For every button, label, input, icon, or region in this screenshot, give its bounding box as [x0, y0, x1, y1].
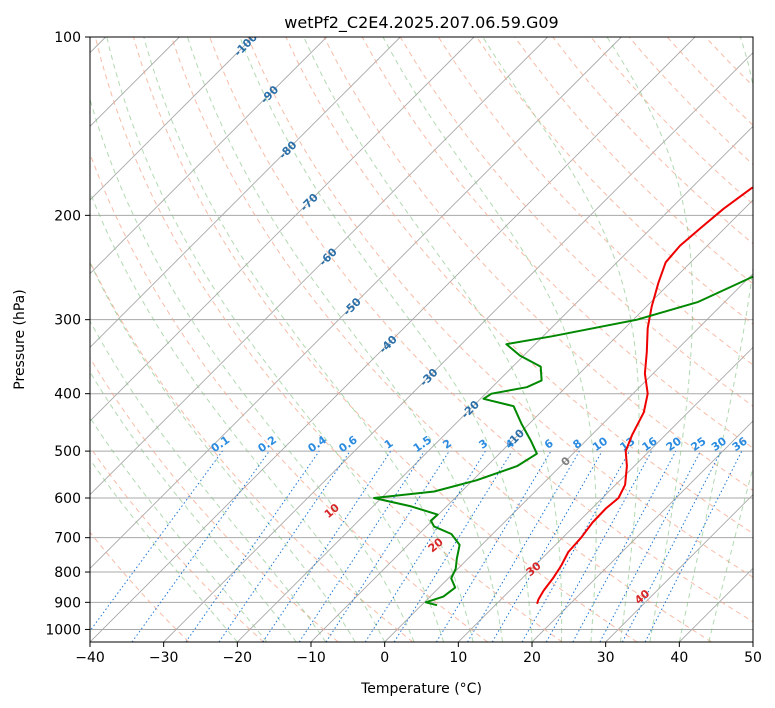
dry-adiabat-line [361, 37, 753, 449]
y-axis-label: Pressure (hPa) [12, 289, 28, 389]
dry-adiabat-line [209, 37, 753, 623]
x-tick-label: 10 [449, 650, 467, 666]
moist-adiabat-line [239, 37, 533, 642]
moist-adiabat-line [106, 37, 445, 642]
moist-adiabat-line [382, 37, 597, 642]
moist-adiabat-line [90, 261, 356, 642]
moist-adiabat-line [90, 416, 268, 642]
plot-frame [89, 36, 754, 643]
y-tick-label: 100 [54, 30, 81, 46]
mixing-ratio-line [364, 450, 486, 642]
x-tick-label: 20 [523, 650, 541, 666]
isotherm-line [531, 420, 753, 642]
moist-adiabat-line [187, 37, 503, 642]
mixing-ratio-line [325, 450, 450, 642]
dry-adiabat-line [90, 356, 339, 642]
isotherm-line [605, 494, 753, 642]
moist-adiabat-line [90, 190, 386, 642]
mixing-ratio-line [467, 450, 580, 642]
chart-title: wetPf2_C2E4.2025.207.06.59.G09 [284, 13, 558, 33]
isotherm-line [90, 37, 254, 201]
mixing-ratio-line [491, 450, 603, 642]
moist-adiabat-line [90, 97, 415, 642]
y-tick-label: 200 [54, 208, 81, 224]
moist-adiabat-line [143, 37, 474, 642]
moist-adiabat-line [606, 37, 694, 642]
x-tick-label: 40 [670, 650, 688, 666]
y-tick-label: 300 [54, 313, 81, 329]
dry-adiabat-line [94, 37, 563, 642]
x-axis-label: Temperature (°C) [360, 681, 482, 697]
dry-adiabat-line [132, 37, 638, 642]
isotherm-line [458, 346, 753, 642]
y-tick-label: 900 [54, 595, 81, 611]
x-tick-label: 0 [380, 650, 389, 666]
x-tick-label: −10 [296, 650, 326, 666]
dry-adiabat-line [399, 37, 753, 407]
isotherm-line [237, 125, 753, 642]
x-tick-label: −40 [75, 650, 105, 666]
moist-adiabat-line [90, 458, 238, 642]
mixing-ratio-line [218, 450, 351, 642]
x-tick-label: 30 [597, 650, 615, 666]
isotherm-line [384, 273, 753, 642]
y-tick-label: 1000 [45, 622, 81, 638]
isotherm-line [90, 37, 622, 569]
y-tick-label: 400 [54, 387, 81, 403]
y-tick-label: 700 [54, 531, 81, 547]
mixing-ratio-line [572, 450, 677, 642]
dry-adiabat-line [247, 37, 753, 578]
dry-adiabat-line [90, 152, 488, 642]
dry-adiabat-line [90, 260, 414, 642]
isotherm-line [163, 52, 753, 642]
mixing-ratio-line [393, 450, 513, 642]
moist-adiabat-line [303, 37, 563, 642]
x-tick-label: −30 [149, 650, 179, 666]
x-tick-label: −20 [223, 650, 253, 666]
mixing-ratio-line [435, 450, 552, 642]
moist-adiabat-line [482, 37, 640, 642]
y-tick-label: 600 [54, 491, 81, 507]
isotherm-line [90, 37, 401, 348]
y-tick-label: 800 [54, 565, 81, 581]
mixing-ratio-line [185, 450, 320, 642]
isotherm-line [90, 37, 327, 275]
mixing-ratio-line [521, 450, 630, 642]
isotherm-line [90, 37, 548, 496]
dry-adiabat-line [90, 531, 190, 642]
isotherm-line [90, 37, 696, 642]
mixing-ratio-line [545, 450, 653, 642]
x-tick-label: 50 [744, 650, 762, 666]
dry-adiabat-line [171, 37, 712, 642]
isotherm-line [90, 37, 475, 422]
y-tick-label: 500 [54, 444, 81, 460]
dry-adiabat-line [514, 37, 753, 285]
dry-adiabat-line [90, 446, 264, 642]
moist-adiabat-line [90, 370, 297, 642]
